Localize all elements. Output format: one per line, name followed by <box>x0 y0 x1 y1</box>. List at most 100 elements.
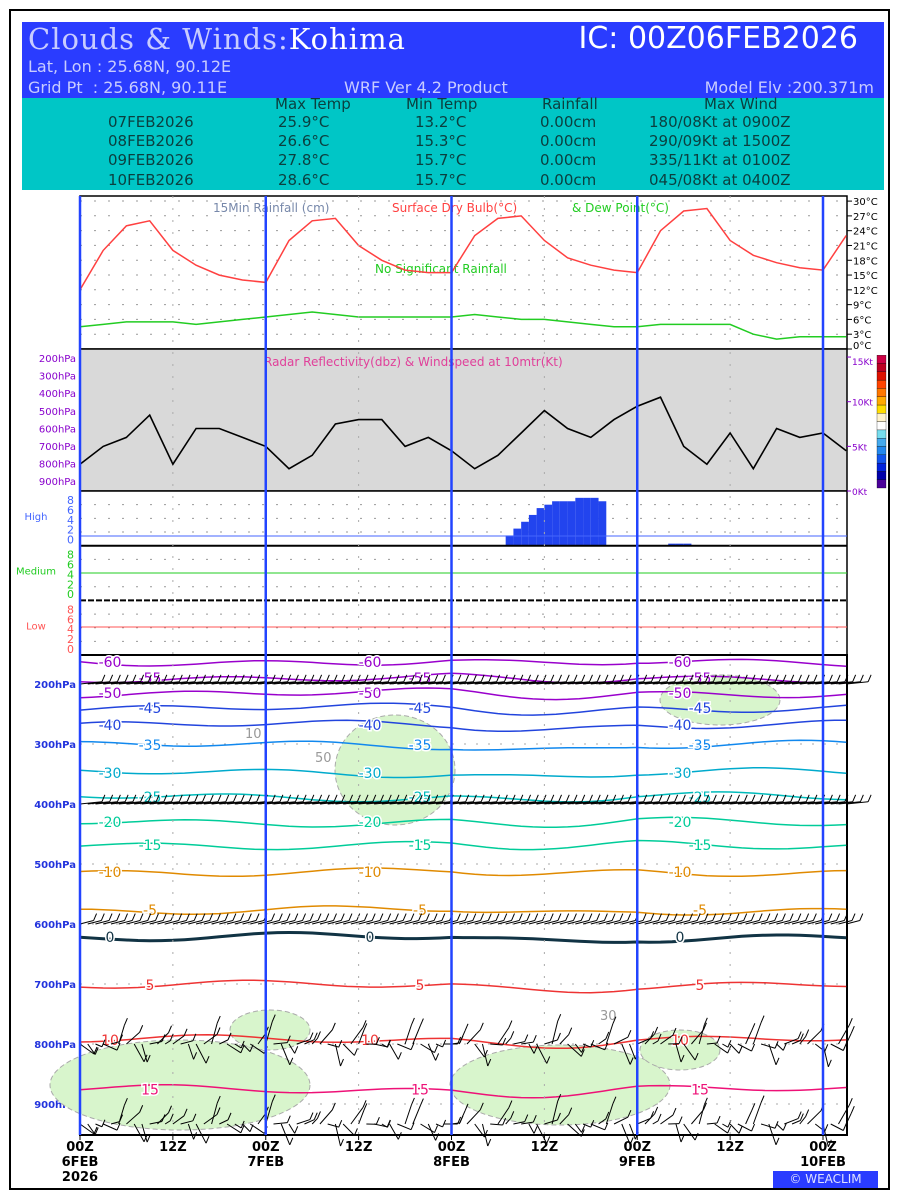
wind-barb <box>435 1123 443 1128</box>
wind-barb-flag <box>418 674 423 683</box>
wind-barb-flag <box>442 1039 447 1048</box>
wind-barb-flag <box>689 913 693 921</box>
wind-barb-flag <box>859 674 864 683</box>
wind-barb <box>791 1120 801 1125</box>
wind-barb <box>474 801 497 805</box>
wind-barb <box>845 1112 852 1125</box>
wind-barb-flag <box>309 1112 314 1120</box>
wind-barb <box>250 920 264 925</box>
wind-barb-flag <box>511 794 516 803</box>
wind-barb <box>784 801 807 805</box>
wind-barb-flag <box>232 913 237 921</box>
isotherm-label: 5 <box>696 978 705 994</box>
wind-barb-flag <box>286 913 291 921</box>
colorbar-segment <box>876 438 887 447</box>
wind-barb-flag <box>418 794 423 803</box>
wind-barb-flag <box>194 674 199 683</box>
wind-barb <box>87 1043 96 1055</box>
wind-barb-flag <box>727 1125 732 1134</box>
wind-barb <box>141 1123 148 1143</box>
wind-barb <box>242 801 265 805</box>
wind-barb <box>358 1110 365 1125</box>
wind-barb <box>327 681 350 685</box>
wind-barb <box>327 920 342 925</box>
wind-barb-flag <box>457 674 462 683</box>
wind-barb-flag <box>465 674 470 683</box>
wind-barb-flag <box>689 794 694 803</box>
wind-barb <box>203 801 226 805</box>
wind-barb <box>95 1123 103 1128</box>
isotherm-label: -35 <box>409 738 432 754</box>
wind-barb <box>799 920 814 925</box>
wind-barb <box>319 920 334 925</box>
wind-barb <box>87 681 110 685</box>
wind-barb <box>397 1123 412 1131</box>
wind-barb <box>110 1121 120 1125</box>
wind-barb <box>513 1121 525 1125</box>
wind-barb <box>234 681 257 685</box>
wind-barb-flag <box>527 674 532 683</box>
wind-barb-flag <box>227 1032 232 1041</box>
wind-barb-flag <box>123 1018 128 1026</box>
wind-barb <box>490 920 504 925</box>
cloud-bar <box>513 528 522 546</box>
wind-barb-flag <box>627 794 632 803</box>
pressure-label: 300hPa <box>34 740 76 751</box>
wind-barb <box>830 1123 844 1131</box>
wind-barb-flag <box>356 674 361 683</box>
wind-barb-flag <box>558 674 562 683</box>
wind-barb-flag <box>654 1026 659 1035</box>
weaclim-logo: © WEACLIM <box>773 1171 878 1188</box>
wind-barb <box>157 681 180 685</box>
wind-barb <box>242 1123 251 1133</box>
wind-barb <box>474 920 489 925</box>
wind-barb <box>838 801 861 805</box>
wind-barb <box>234 1123 242 1129</box>
grid-point: Grid Pt : 25.68N, 90.11E <box>28 78 228 97</box>
wind-barb <box>598 1118 607 1125</box>
wind-barb <box>327 801 350 805</box>
wind-barb <box>358 801 381 805</box>
wind-barb-flag <box>317 913 322 921</box>
wind-barb <box>350 1107 364 1125</box>
wind-barb-flag <box>534 794 539 803</box>
wind-barb-flag <box>155 794 160 803</box>
wind-barb-flag <box>805 794 810 803</box>
wind-barb <box>698 1024 705 1045</box>
cloud-bar <box>559 501 568 546</box>
wind-barb <box>134 681 157 685</box>
wind-barb <box>629 681 652 685</box>
wind-barb <box>513 681 536 685</box>
wind-barb <box>714 801 737 805</box>
wind-barb <box>559 1034 570 1045</box>
wind-barb <box>776 1043 784 1051</box>
wind-barb-flag <box>116 1122 121 1131</box>
wind-barb-flag <box>565 674 570 683</box>
cloud-tick-label: 2 <box>67 578 74 591</box>
wind-barb-flag <box>696 913 701 921</box>
wind-barb-flag <box>294 794 299 803</box>
wind-barb <box>180 1120 193 1125</box>
wind-barb-flag <box>349 674 354 683</box>
wind-barb-flag <box>333 913 337 921</box>
wind-barb-flag <box>225 794 230 803</box>
wind-barb-flag <box>674 794 679 803</box>
wind-barb-flag <box>759 674 764 683</box>
wind-barb <box>110 681 133 685</box>
wind-barb-flag <box>735 913 740 921</box>
cloud-bar <box>598 501 607 546</box>
wind-barb-flag <box>666 674 671 683</box>
isotherm-label: -10 <box>669 865 692 881</box>
wind-barb <box>590 1123 605 1131</box>
wind-barb-flag <box>140 794 145 803</box>
col-max-temp: Max Temp <box>275 95 351 113</box>
wind-barb-flag <box>836 674 841 683</box>
dry-bulb-line <box>79 207 847 291</box>
wind-barb <box>350 920 365 925</box>
wind-barb-flag <box>789 913 794 921</box>
wind-barb-flag <box>657 1113 662 1122</box>
wind-barb <box>281 920 295 925</box>
wind-barb-flag <box>139 913 144 921</box>
wind-barb <box>118 1105 125 1125</box>
wind-barb-flag <box>353 1048 358 1056</box>
